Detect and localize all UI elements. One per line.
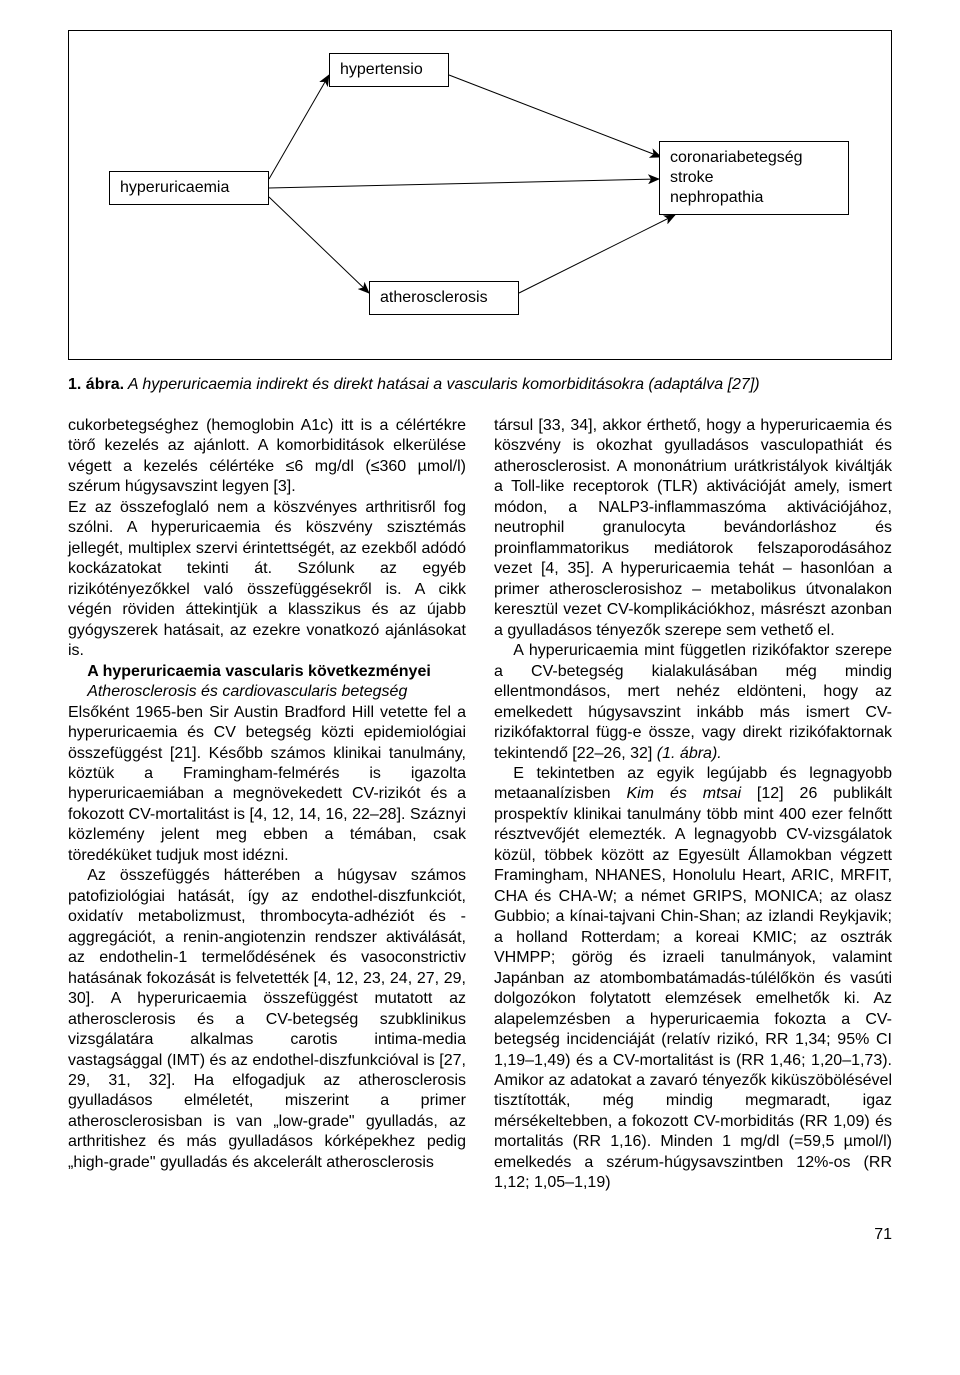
paragraph-run: [12] 26 publikált prospektív klinikai ta… <box>494 785 892 1191</box>
paragraph: Az összefüggés hátterében a húgysav szám… <box>68 866 466 1173</box>
node-label-line: stroke <box>670 169 714 186</box>
figure-caption: 1. ábra. A hyperuricaemia indirekt és di… <box>68 376 892 394</box>
node-outcomes: coronariabetegség stroke nephropathia <box>659 141 849 215</box>
page-number: 71 <box>68 1226 892 1244</box>
figure-caption-text: A hyperuricaemia indirekt és direkt hatá… <box>124 376 760 393</box>
paragraph: társul [33, 34], akkor érthető, hogy a h… <box>494 416 892 641</box>
node-label: atherosclerosis <box>380 289 488 306</box>
body-columns: cukorbetegséghez (hemoglobin A1c) itt is… <box>68 416 892 1194</box>
figure-ref: (1. ábra). <box>657 745 722 762</box>
paragraph: A hyperuricaemia mint független rizikófa… <box>494 641 892 764</box>
node-label-line: nephropathia <box>670 189 763 206</box>
author-name: Kim és mtsai <box>626 785 741 802</box>
paragraph: Elsőként 1965-ben Sir Austin Bradford Hi… <box>68 703 466 867</box>
paragraph: cukorbetegséghez (hemoglobin A1c) itt is… <box>68 416 466 498</box>
node-label: hypertensio <box>340 61 423 78</box>
node-hypertensio: hypertensio <box>329 53 449 87</box>
figure-1: hypertensio hyperuricaemia atheroscleros… <box>68 30 892 360</box>
figure-number: 1. ábra. <box>68 376 124 393</box>
paragraph: E tekintetben az egyik legújabb és legna… <box>494 764 892 1194</box>
node-label-line: coronariabetegség <box>670 149 803 166</box>
node-label: hyperuricaemia <box>120 179 229 196</box>
node-hyperuricaemia: hyperuricaemia <box>109 171 269 205</box>
section-heading: A hyperuricaemia vascularis következmény… <box>68 662 466 682</box>
paragraph: Ez az összefoglaló nem a köszvényes arth… <box>68 498 466 662</box>
section-subheading: Atherosclerosis és cardiovascularis bete… <box>68 682 466 702</box>
node-atherosclerosis: atherosclerosis <box>369 281 519 315</box>
